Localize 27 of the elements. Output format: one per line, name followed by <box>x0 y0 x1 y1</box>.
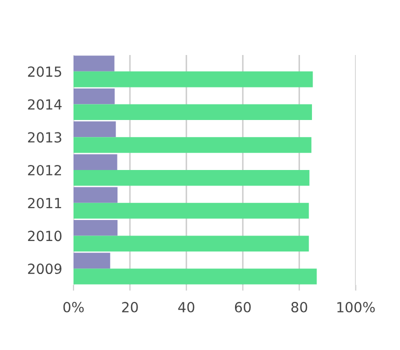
x-tick-label: 40 <box>178 302 194 312</box>
bar <box>74 187 118 203</box>
bar <box>74 154 118 170</box>
bar <box>74 252 110 269</box>
x-tick-label: 60 <box>234 302 251 312</box>
bar <box>74 121 116 138</box>
bar <box>74 137 312 153</box>
bar <box>74 170 310 186</box>
y-tick-label: 2010 <box>28 230 62 242</box>
bar <box>74 236 309 252</box>
bar <box>74 56 114 72</box>
y-tick-label: 2014 <box>28 99 62 110</box>
y-tick-label: 2011 <box>28 198 62 208</box>
bar <box>74 104 312 120</box>
bar <box>74 88 115 104</box>
bar <box>74 220 118 236</box>
x-tick-label: 100% <box>337 302 375 312</box>
x-tick-label: 20 <box>122 302 138 312</box>
bar <box>74 202 309 219</box>
y-tick-label: 2013 <box>28 132 62 143</box>
y-tick-label: 2009 <box>28 264 62 274</box>
bar <box>74 268 317 284</box>
x-tick-label: 80 <box>291 302 308 312</box>
bar <box>74 71 313 88</box>
y-tick-label: 2015 <box>28 66 62 77</box>
x-tick-label: 0% <box>63 302 84 312</box>
y-tick-label: 2012 <box>28 164 61 176</box>
